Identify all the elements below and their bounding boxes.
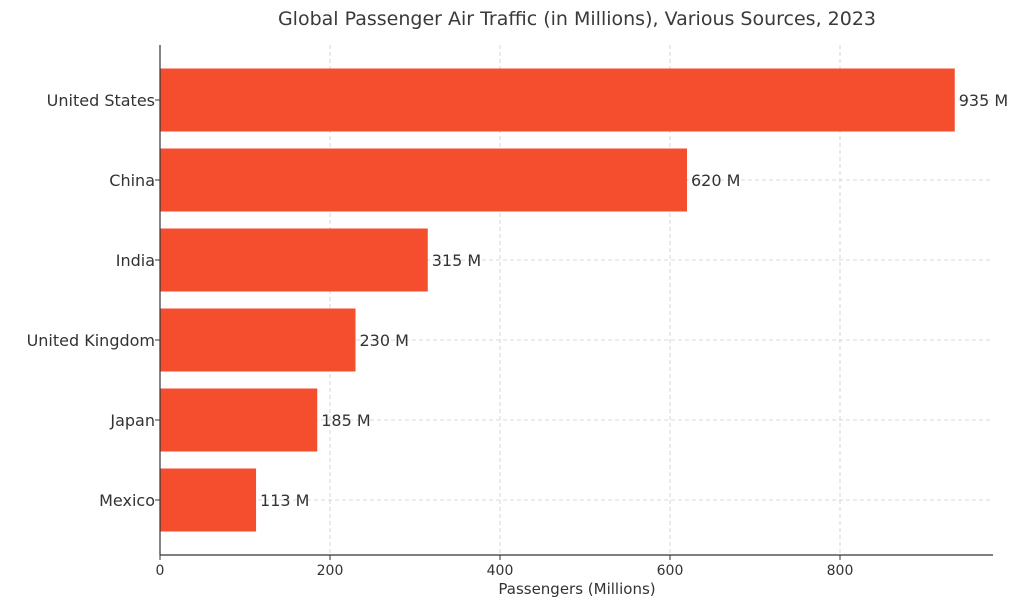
x-tick-label: 0 <box>156 563 165 579</box>
bars-layer <box>160 68 955 532</box>
category-label: China <box>109 171 155 190</box>
x-tick-label: 600 <box>657 563 684 579</box>
bar <box>160 388 318 452</box>
bar-value-label: 935 M <box>959 91 1008 110</box>
labels-layer: 0 200 400 600 800 United States 935 M China 620 … <box>27 91 1009 579</box>
x-axis-label: Passengers (Millions) <box>498 580 655 598</box>
category-label: India <box>116 251 155 270</box>
category-label: United States <box>47 91 155 110</box>
bar-value-label: 230 M <box>360 331 409 350</box>
bar <box>160 148 687 212</box>
bar <box>160 308 356 372</box>
category-label: Japan <box>109 411 155 430</box>
bar <box>160 228 428 292</box>
x-tick-label: 200 <box>317 563 344 579</box>
bar-value-label: 315 M <box>432 251 481 270</box>
category-label: United Kingdom <box>27 331 155 350</box>
x-tick-label: 400 <box>487 563 514 579</box>
bar <box>160 68 955 132</box>
bar-value-label: 620 M <box>691 171 740 190</box>
category-label: Mexico <box>99 491 155 510</box>
axes-layer <box>155 45 993 560</box>
x-tick-label: 800 <box>827 563 854 579</box>
bar <box>160 468 257 532</box>
chart-title: Global Passenger Air Traffic (in Million… <box>278 8 876 30</box>
bar-value-label: 113 M <box>260 491 309 510</box>
bar-value-label: 185 M <box>321 411 370 430</box>
